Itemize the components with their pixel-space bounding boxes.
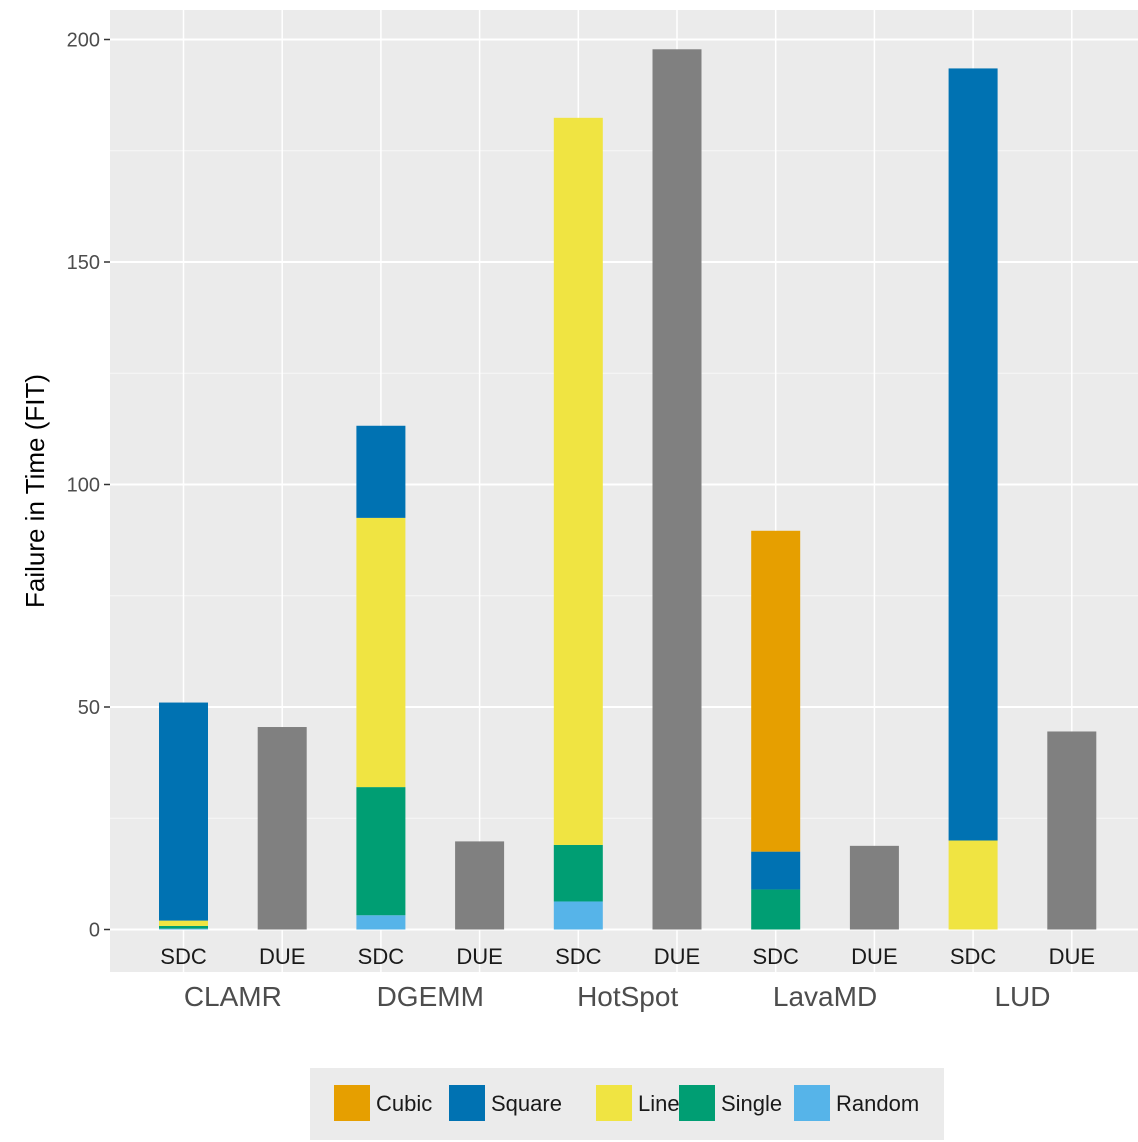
- y-tick-label: 150: [67, 252, 100, 274]
- type-label: SDC: [160, 944, 207, 969]
- y-tick-label: 50: [78, 697, 100, 719]
- bar-segment-dgemm-sdc-single: [356, 787, 406, 916]
- type-label: DUE: [851, 944, 897, 969]
- bar-clamr-due: [257, 727, 307, 930]
- bar-segment-hotspot-sdc-line: [553, 117, 603, 845]
- group-label-lavamd: LavaMD: [773, 981, 877, 1012]
- legend-label-single: Single: [721, 1091, 782, 1116]
- bar-segment-dgemm-sdc-square: [356, 425, 406, 518]
- legend-label-square: Square: [491, 1091, 562, 1116]
- y-tick-label: 0: [89, 920, 100, 942]
- bar-dgemm-due: [455, 841, 505, 930]
- type-label: SDC: [950, 944, 997, 969]
- legend: Cubic Square Line Single Random: [310, 1068, 944, 1140]
- legend-swatch-single: [679, 1085, 715, 1121]
- bar-segment-clamr-sdc-line: [159, 920, 208, 926]
- y-axis: 0 50 100 150 200: [67, 30, 110, 942]
- bar-segment-clamr-sdc-single: [159, 925, 208, 929]
- type-label: SDC: [752, 944, 799, 969]
- bar-lud-due: [1047, 731, 1097, 930]
- type-label: SDC: [555, 944, 602, 969]
- bar-segment-lavamd-sdc-square: [751, 851, 801, 890]
- type-label: SDC: [358, 944, 405, 969]
- bar-segment-lavamd-sdc-single: [751, 889, 801, 930]
- type-label: DUE: [456, 944, 502, 969]
- legend-label-random: Random: [836, 1091, 919, 1116]
- y-tick-label: 100: [67, 475, 100, 497]
- bar-segment-clamr-sdc-random: [159, 928, 208, 930]
- bar-hotspot-due: [652, 49, 702, 930]
- y-axis-title: Failure in Time (FIT): [20, 374, 50, 608]
- bar-segment-dgemm-sdc-random: [356, 915, 406, 930]
- type-label: DUE: [1049, 944, 1095, 969]
- bar-segment-lavamd-sdc-cubic: [751, 530, 801, 852]
- legend-label-cubic: Cubic: [376, 1091, 432, 1116]
- y-tick-label: 200: [67, 30, 100, 52]
- bar-segment-hotspot-sdc-single: [553, 844, 603, 902]
- legend-swatch-square: [449, 1085, 485, 1121]
- type-label: DUE: [259, 944, 305, 969]
- bar-segment-hotspot-sdc-random: [553, 901, 603, 930]
- group-label-clamr: CLAMR: [184, 981, 282, 1012]
- bar-segment-dgemm-sdc-line: [356, 517, 406, 788]
- bar-segment-lud-sdc-square: [948, 68, 998, 841]
- x-labels: SDC DUE CLAMR SDC DUE DGEMM SDC DUE HotSpot SDC DU…: [160, 944, 1095, 1012]
- group-label-lud: LUD: [994, 981, 1050, 1012]
- legend-label-line: Line: [638, 1091, 680, 1116]
- legend-swatch-random: [794, 1085, 830, 1121]
- group-label-dgemm: DGEMM: [377, 981, 484, 1012]
- type-label: DUE: [654, 944, 700, 969]
- legend-swatch-cubic: [334, 1085, 370, 1121]
- bars: [159, 49, 1097, 930]
- group-label-hotspot: HotSpot: [577, 981, 678, 1012]
- bar-segment-lud-sdc-line: [948, 840, 998, 930]
- bar-lavamd-due: [849, 845, 899, 930]
- bar-segment-clamr-sdc-square: [159, 702, 208, 921]
- legend-swatch-line: [596, 1085, 632, 1121]
